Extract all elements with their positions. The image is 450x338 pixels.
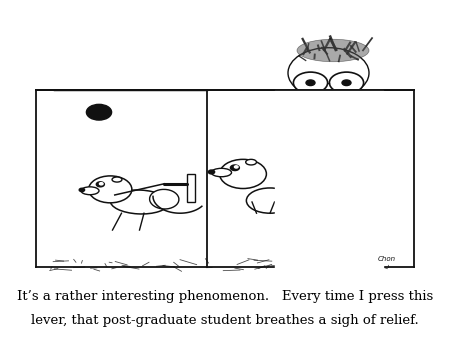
Circle shape (79, 188, 85, 192)
Ellipse shape (110, 190, 169, 214)
Circle shape (86, 104, 112, 120)
Circle shape (208, 170, 215, 174)
Ellipse shape (246, 159, 256, 165)
Ellipse shape (112, 177, 122, 182)
Circle shape (234, 166, 238, 168)
Ellipse shape (247, 188, 293, 213)
Circle shape (288, 48, 369, 98)
Ellipse shape (212, 168, 232, 177)
Text: It’s a rather interesting phenomenon.   Every time I press this: It’s a rather interesting phenomenon. Ev… (17, 290, 433, 303)
Bar (274, 90, 382, 281)
Circle shape (230, 165, 239, 171)
Circle shape (96, 182, 104, 187)
Circle shape (306, 80, 315, 86)
Text: Chon: Chon (378, 256, 396, 262)
Circle shape (342, 80, 351, 86)
Circle shape (220, 159, 266, 189)
Circle shape (293, 72, 328, 93)
Text: lever, that post-graduate student breathes a sigh of relief.: lever, that post-graduate student breath… (31, 314, 419, 328)
Circle shape (99, 183, 103, 185)
Circle shape (89, 176, 132, 203)
FancyBboxPatch shape (187, 174, 195, 202)
Ellipse shape (297, 39, 369, 62)
Ellipse shape (81, 187, 99, 195)
Ellipse shape (149, 189, 179, 209)
Circle shape (329, 72, 364, 93)
